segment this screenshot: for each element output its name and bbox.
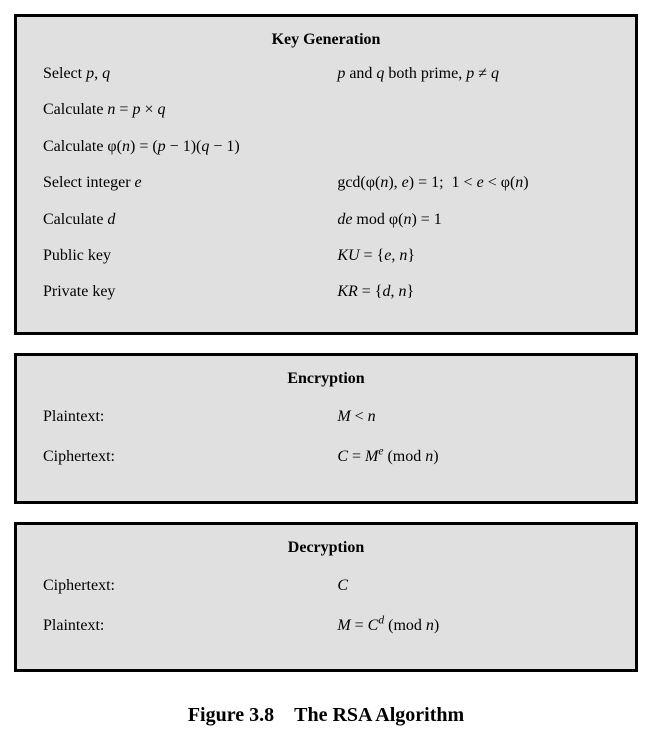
row-right: p and q both prime, p ≠ q (337, 63, 609, 85)
row-left: Public key (43, 245, 337, 267)
panel-title: Decryption (43, 539, 609, 557)
row-right (337, 136, 609, 158)
row: Plaintext: M < n (43, 406, 609, 428)
panel-title: Encryption (43, 370, 609, 388)
row: Plaintext: M = Cd (mod n) (43, 615, 609, 637)
panel-decryption: Decryption Ciphertext: C Plaintext: M = … (14, 522, 638, 673)
row-left: Calculate n = p × q (43, 99, 337, 121)
row: Public key KU = {e, n} (43, 245, 609, 267)
row-right: C (337, 575, 609, 597)
row-left: Private key (43, 281, 337, 303)
row-left: Calculate d (43, 209, 337, 231)
row-left: Calculate φ(n) = (p − 1)(q − 1) (43, 136, 337, 158)
row-left: Ciphertext: (43, 446, 337, 468)
panel-title: Key Generation (43, 31, 609, 49)
row-left: Plaintext: (43, 406, 337, 428)
row: Calculate d de mod φ(n) = 1 (43, 209, 609, 231)
row-right: gcd(φ(n), e) = 1; 1 < e < φ(n) (337, 172, 609, 194)
row-right: KR = {d, n} (337, 281, 609, 303)
row-right: M = Cd (mod n) (337, 615, 609, 637)
row: Calculate n = p × q (43, 99, 609, 121)
row-right (337, 99, 609, 121)
row: Select p, q p and q both prime, p ≠ q (43, 63, 609, 85)
row-right: de mod φ(n) = 1 (337, 209, 609, 231)
panel-encryption: Encryption Plaintext: M < n Ciphertext: … (14, 353, 638, 504)
row-left: Plaintext: (43, 615, 337, 637)
row-right: M < n (337, 406, 609, 428)
row-left: Select p, q (43, 63, 337, 85)
row: Ciphertext: C (43, 575, 609, 597)
figure-caption: Figure 3.8 The RSA Algorithm (14, 704, 638, 727)
panel-key-generation: Key Generation Select p, q p and q both … (14, 14, 638, 335)
row: Ciphertext: C = Me (mod n) (43, 446, 609, 468)
row-left: Select integer e (43, 172, 337, 194)
row-left: Ciphertext: (43, 575, 337, 597)
row: Private key KR = {d, n} (43, 281, 609, 303)
row: Select integer e gcd(φ(n), e) = 1; 1 < e… (43, 172, 609, 194)
row-right: KU = {e, n} (337, 245, 609, 267)
row-right: C = Me (mod n) (337, 446, 609, 468)
row: Calculate φ(n) = (p − 1)(q − 1) (43, 136, 609, 158)
